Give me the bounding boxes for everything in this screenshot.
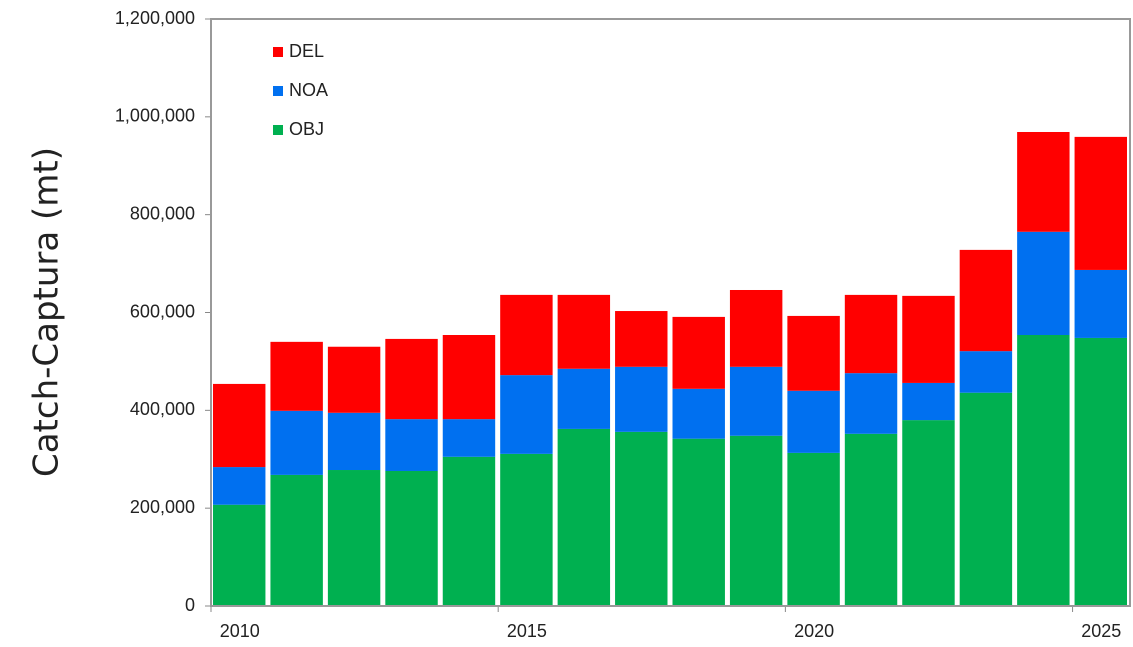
y-tick-label: 400,000: [130, 399, 195, 419]
bar-segment: [1017, 335, 1070, 606]
bar-segment: [327, 412, 381, 471]
bar-segment: [1017, 131, 1070, 232]
bar-segment: [729, 435, 783, 606]
bar-segment: [442, 335, 496, 420]
y-tick-label: 600,000: [130, 301, 195, 321]
bar-segment: [844, 373, 898, 434]
bar-segment: [213, 504, 266, 606]
bar-segment: [1074, 337, 1127, 606]
bar-segment: [1017, 231, 1070, 336]
legend-swatch: [273, 125, 283, 135]
bar-segment: [672, 316, 725, 389]
bar-segment: [213, 383, 266, 468]
x-tick-label: 2015: [507, 621, 547, 641]
y-tick-label: 0: [185, 595, 195, 615]
bar-segment: [1074, 269, 1127, 338]
bar-segment: [729, 289, 783, 367]
bar-segment: [959, 392, 1013, 606]
bar-segment: [1074, 136, 1127, 270]
bar-segment: [385, 419, 438, 471]
y-tick-label: 1,200,000: [115, 8, 195, 28]
bar-segment: [500, 453, 553, 606]
bar-segment: [270, 341, 323, 411]
bar-segment: [615, 431, 668, 606]
bar-segment: [729, 366, 783, 436]
y-axis-label: Catch-Captura (mt): [27, 147, 67, 477]
bar-segment: [672, 388, 725, 439]
bar-segment: [327, 346, 381, 413]
bar-segment: [844, 433, 898, 606]
bar-segment: [270, 410, 323, 475]
bar-segment: [787, 315, 840, 391]
legend-label: OBJ: [289, 119, 324, 139]
bar-segment: [672, 438, 725, 606]
x-tick-label: 2020: [794, 621, 834, 641]
bar-segment: [500, 294, 553, 376]
plot-frame: [210, 18, 1131, 607]
bar-segment: [213, 467, 266, 505]
bar-segment: [959, 249, 1013, 352]
bar-segment: [385, 470, 438, 606]
bar-segment: [902, 420, 955, 606]
bar-segment: [902, 382, 955, 421]
legend-label: NOA: [289, 80, 328, 100]
bar-segment: [270, 474, 323, 606]
bar-segment: [902, 295, 955, 383]
bar-segment: [615, 366, 668, 432]
bar-segment: [959, 351, 1013, 393]
x-tick-label: 2010: [220, 621, 260, 641]
bar-segment: [327, 470, 381, 606]
bar-segment: [557, 428, 611, 606]
bar-segment: [442, 456, 496, 606]
y-tick-label: 200,000: [130, 497, 195, 517]
y-tick-label: 800,000: [130, 203, 195, 223]
bar-segment: [787, 452, 840, 606]
bar-segment: [787, 390, 840, 453]
x-tick-label: 2025: [1081, 621, 1121, 641]
bar-segment: [557, 294, 611, 369]
legend-swatch: [273, 47, 283, 57]
y-tick-label: 1,000,000: [115, 106, 195, 126]
legend-swatch: [273, 86, 283, 96]
bar-segment: [500, 375, 553, 454]
legend-label: DEL: [289, 41, 324, 61]
bar-segment: [557, 368, 611, 429]
bar-segment: [442, 419, 496, 457]
bar-segment: [615, 311, 668, 367]
bar-segment: [844, 294, 898, 374]
bar-segment: [385, 338, 438, 420]
